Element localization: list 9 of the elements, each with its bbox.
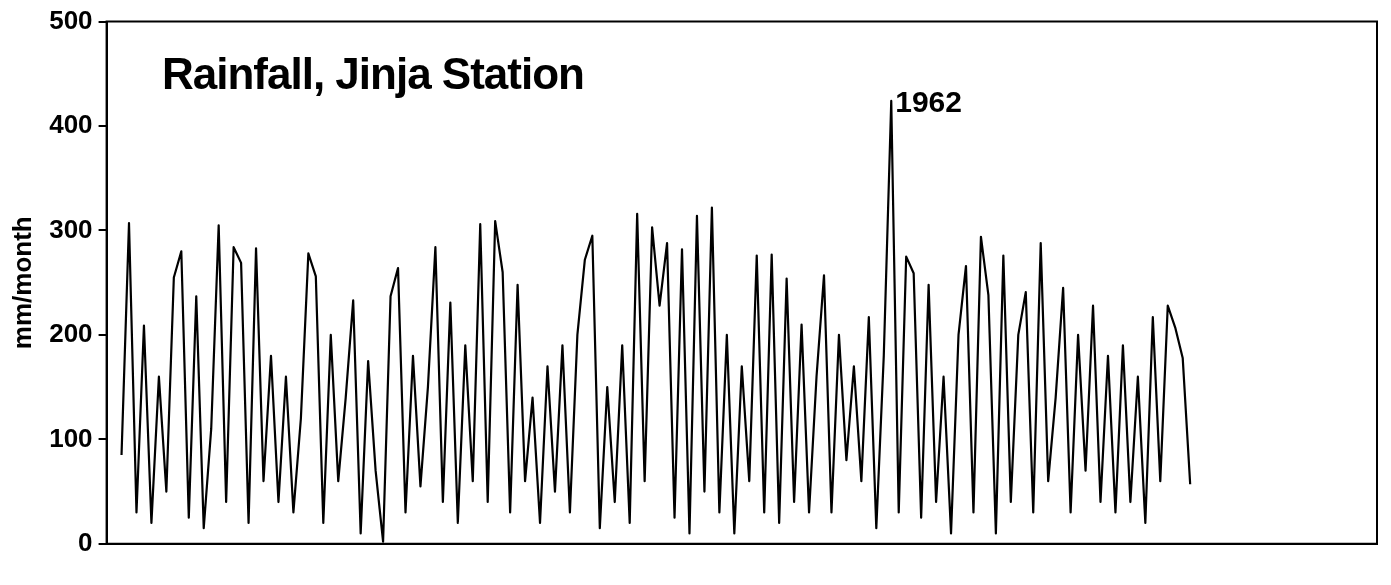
annotation: 1962 xyxy=(895,85,962,119)
y-axis-title: mm/month xyxy=(6,216,37,350)
text: Rainfall, Jinja Station xyxy=(162,49,584,98)
y-tick-label: 0 xyxy=(78,526,93,557)
y-tick-label: 400 xyxy=(49,109,93,140)
y-tick-label: 200 xyxy=(49,318,93,349)
y-tick-label: 300 xyxy=(49,213,93,244)
y-tick-label: 500 xyxy=(49,4,93,35)
y-tick-label: 100 xyxy=(49,422,93,453)
